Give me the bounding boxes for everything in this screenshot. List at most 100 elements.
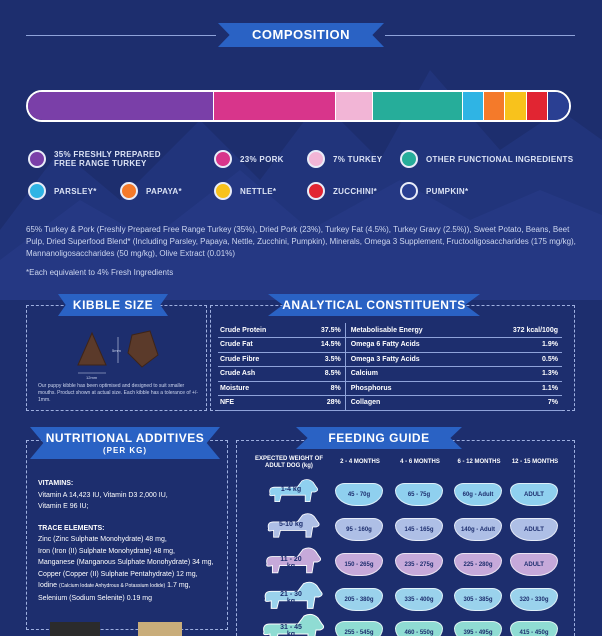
kibble-height-label: 5mm [112,348,122,353]
composition-segment [28,92,214,120]
legend-swatch [214,182,232,200]
table-cell: 14.5% [301,337,346,353]
legend-item: 7% TURKEY [307,150,382,168]
table-cell: Omega 6 Fatty Acids [345,337,478,353]
legend-label: PUMPKIN* [426,186,469,196]
feeding-bowl: 255 - 545g [335,621,383,636]
analytical-table: Crude Protein 37.5% Metabolisable Energy 37… [218,323,562,411]
dog-weight-label: 5-10 kg [278,521,304,528]
table-cell: Calcium [345,366,478,382]
composition-segment [547,92,569,120]
table-cell: Crude Fat [218,337,302,353]
table-cell: 37.5% [301,323,346,338]
trace-line: Copper (Copper (II) Sulphate Pentahydrat… [38,570,198,578]
feeding-bowl: 95 - 160g [335,518,383,541]
legend-item: PAPAYA* [120,182,182,200]
table-cell: 1.1% [477,381,562,396]
legend-label: PARSLEY* [54,186,97,196]
table-cell: NFE [218,395,302,411]
composition-segment [213,92,336,120]
table-row: NFE 28% Collagen 7% [218,395,562,411]
product-bag-light [138,622,182,636]
legend-swatch [400,150,418,168]
trace-line: Manganese (Manganous Sulphate Monohydrat… [38,559,214,566]
kibble-illustration: 12mm 5mm [77,330,159,380]
table-cell: 1.9% [477,337,562,353]
composition-title: COMPOSITION [218,23,384,47]
table-row: Crude Protein 37.5% Metabolisable Energy 37… [218,323,562,338]
legend-swatch [214,150,232,168]
dog-silhouette-icon [267,513,320,538]
table-cell: Omega 3 Fatty Acids [345,352,478,367]
vitamins-line: Vitamin A 14,423 IU, Vitamin D3 2,000 IU… [38,491,168,499]
legend-label: 7% TURKEY [333,154,383,164]
table-cell: 3.5% [301,352,346,367]
legend-item: 23% PORK [214,150,284,168]
legend-label: OTHER FUNCTIONAL INGREDIENTS [426,154,574,164]
feeding-column-header: 6 - 12 MONTHS [457,459,501,465]
composition-segment [335,92,373,120]
legend-swatch [28,150,46,168]
table-row: Moisture 8% Phosphorus 1.1% [218,381,562,396]
legend-label: 23% PORK [240,154,284,164]
feeding-column-header: 12 - 15 MONTHS [511,459,559,465]
composition-segment [372,92,463,120]
nutritional-subtitle: (PER KG) [103,446,147,455]
legend-swatch [120,182,138,200]
divider [385,35,575,36]
legend-label: 35% FRESHLY PREPARED FREE RANGE TURKEY [54,150,161,168]
dog-silhouette-icon [264,581,323,609]
legend-item: PUMPKIN* [400,182,468,200]
feeding-bowl: 415 - 450g [510,621,558,636]
feeding-bowl: 460 - 550g [395,621,443,636]
kibble-note: Our puppy kibble has been optimised and … [38,383,198,403]
feeding-column-header: 2 - 4 MONTHS [340,459,380,465]
feeding-title: FEEDING GUIDE [296,427,462,449]
legend-label: ZUCCHINI* [333,186,378,196]
legend-item: NETTLE* [214,182,276,200]
analytical-title: ANALYTICAL CONSTITUENTS [268,294,480,316]
footnote: *Each equivalent to 4% Fresh Ingredients [26,268,174,277]
feeding-bowl: 395 - 495g [454,621,502,636]
feeding-column-header: 4 - 6 MONTHS [400,459,440,465]
table-cell: Moisture [218,381,302,396]
legend-label: NETTLE* [240,186,277,196]
table-cell: Crude Fibre [218,352,302,367]
table-cell: 8.5% [301,366,346,382]
table-cell: 28% [301,395,346,411]
composition-segment [484,92,506,120]
mountain-background [0,70,602,300]
weight-header: EXPECTED WEIGHT OF ADULT DOG (kg) [254,456,323,469]
table-cell: 1.3% [477,366,562,382]
feeding-bowl: 140g - Adult [454,518,502,541]
kibble-width-label: 12mm [86,375,98,380]
table-row: Crude Fat 14.5% Omega 6 Fatty Acids 1.9% [218,337,562,353]
table-cell: Collagen [345,395,478,411]
legend-item: OTHER FUNCTIONAL INGREDIENTS [400,150,573,168]
table-cell: 0.5% [477,352,562,367]
ingredients-text: 65% Turkey & Pork (Freshly Prepared Free… [26,225,576,258]
dog-silhouette-icon [266,547,322,574]
legend-label: PAPAYA* [146,186,182,196]
kibble-title: KIBBLE SIZE [58,294,168,316]
composition-bar [26,90,571,122]
legend-swatch [307,182,325,200]
vitamins-line: Vitamin E 96 IU; [38,503,89,510]
dog-weight-label: 11 - 20 kg [280,556,302,570]
table-cell: Phosphorus [345,381,478,396]
trace-line: Selenium (Sodium Selenite) 0.19 mg [38,594,153,602]
table-cell: Crude Protein [218,323,302,338]
composition-segment [526,92,548,120]
legend-swatch [28,182,46,200]
legend-item: PARSLEY* [28,182,97,200]
table-cell: 372 kcal/100g [477,323,562,338]
legend-item: ZUCCHINI* [307,182,377,200]
table-cell: 8% [301,381,346,396]
feeding-bowl: 65 - 75g [395,483,443,506]
table-cell: Crude Ash [218,366,302,382]
trace-line: Iodine (Calcium Iodate Anhydrous & Potas… [38,582,191,589]
nutritional-banner: NUTRITIONAL ADDITIVES (PER KG) [30,427,220,459]
composition-segment [462,92,485,120]
table-row: Crude Fibre 3.5% Omega 3 Fatty Acids 0.5% [218,352,562,367]
divider [26,35,216,36]
